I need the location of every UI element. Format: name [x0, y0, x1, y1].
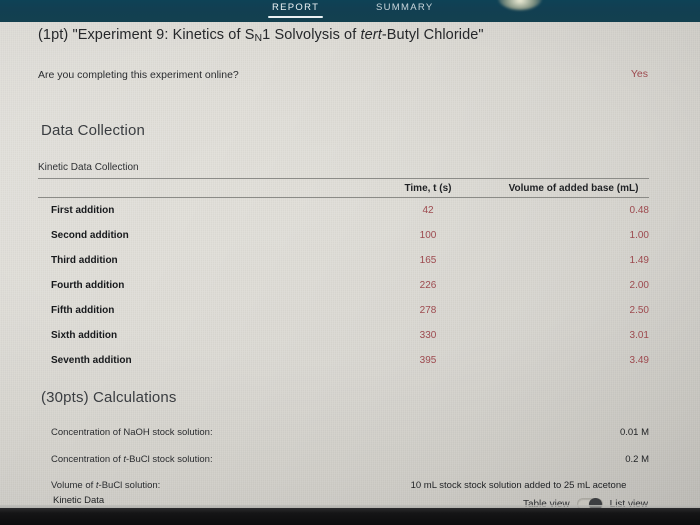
row-time-value: 100: [419, 230, 437, 241]
kinetic-data-collection-subheading: Kinetic Data Collection: [38, 162, 139, 173]
page-title-italic: tert: [360, 27, 382, 43]
calculation-label-pre: Volume of: [51, 480, 96, 491]
table-view-label[interactable]: Table view: [522, 498, 570, 510]
row-time-value: 278: [419, 305, 437, 316]
kinetic-data-table: Time, t (s) Volume of added base (mL) Fi…: [38, 178, 649, 373]
row-time-value: 330: [419, 330, 437, 341]
screen-bottom-sheen: [0, 505, 700, 509]
calculation-row: Volume of t-BuCl solution: 10 mL stock s…: [38, 480, 649, 494]
bottom-bar-label[interactable]: Kinetic Data: [53, 495, 105, 506]
calculation-row: Concentration of t-BuCl stock solution: …: [38, 454, 649, 468]
page-title-prefix: (1pt) "Experiment 9: Kinetics of S: [38, 27, 255, 43]
page-title-suffix: -Butyl Chloride": [381, 27, 484, 43]
calculation-label: Concentration of NaOH stock solution:: [51, 427, 213, 438]
row-label: Seventh addition: [51, 355, 132, 366]
row-time-value: 395: [419, 355, 437, 366]
tab-report-label: REPORT: [272, 2, 320, 13]
calculation-label-pre: Concentration of: [51, 454, 124, 465]
online-question-answer: Yes: [630, 68, 648, 80]
table-row: Seventh addition 395 3.49: [38, 348, 649, 373]
row-time-value: 42: [422, 205, 434, 216]
table-row: Third addition 165 1.49: [38, 248, 649, 273]
calculation-label: Concentration of t-BuCl stock solution:: [51, 454, 213, 465]
row-label: Second addition: [51, 230, 129, 241]
screen-glare: [498, 0, 542, 10]
tab-list: REPORT SUMMARY: [0, 0, 700, 22]
online-question-label: Are you completing this experiment onlin…: [38, 69, 239, 81]
tab-summary[interactable]: SUMMARY: [372, 2, 438, 18]
device-bezel: [0, 508, 700, 525]
data-collection-heading: Data Collection: [41, 122, 145, 139]
table-header-row: Time, t (s) Volume of added base (mL): [38, 178, 649, 198]
row-label: Third addition: [51, 255, 118, 266]
row-volume-value: 1.49: [629, 255, 649, 266]
app-tab-bar: REPORT SUMMARY: [0, 0, 700, 22]
row-label: Fifth addition: [51, 305, 115, 316]
row-label: Fourth addition: [51, 280, 125, 291]
table-header-volume: Volume of added base (mL): [508, 183, 639, 194]
table-row: Fifth addition 278 2.50: [38, 298, 649, 323]
table-header-time: Time, t (s): [404, 183, 452, 194]
report-page: (1pt) "Experiment 9: Kinetics of SN1 Sol…: [0, 22, 700, 510]
table-row: Second addition 100 1.00: [38, 223, 649, 248]
tab-summary-label: SUMMARY: [376, 2, 434, 13]
tab-report[interactable]: REPORT: [268, 2, 324, 18]
calculation-label-post: -BuCl stock solution:: [126, 454, 213, 465]
page-title-subscript: N: [254, 32, 263, 44]
row-volume-value: 2.00: [629, 280, 649, 291]
page-title: (1pt) "Experiment 9: Kinetics of SN1 Sol…: [38, 27, 484, 44]
row-time-value: 165: [419, 255, 437, 266]
table-row: Fourth addition 226 2.00: [38, 273, 649, 298]
row-label: Sixth addition: [51, 330, 118, 341]
calculations-heading: (30pts) Calculations: [41, 389, 177, 406]
row-volume-value: 1.00: [629, 230, 649, 241]
calculation-label-pre: Concentration of NaOH stock solution:: [51, 427, 213, 438]
calculation-value: 0.01 M: [619, 427, 649, 438]
calculation-label-italic: t: [123, 454, 126, 465]
row-volume-value: 3.49: [629, 355, 649, 366]
calculation-value: 10 mL stock stock solution added to 25 m…: [410, 480, 627, 491]
row-volume-value: 0.48: [629, 205, 649, 216]
table-row: First addition 42 0.48: [38, 198, 649, 223]
page-title-mid: 1 Solvolysis of: [262, 27, 361, 43]
row-volume-value: 3.01: [629, 330, 649, 341]
table-row: Sixth addition 330 3.01: [38, 323, 649, 348]
calculation-row: Concentration of NaOH stock solution: 0.…: [38, 427, 649, 441]
calculation-label-post: -BuCl solution:: [98, 480, 161, 491]
row-label: First addition: [51, 205, 115, 216]
row-volume-value: 2.50: [629, 305, 649, 316]
calculation-label: Volume of t-BuCl solution:: [51, 480, 160, 491]
row-time-value: 226: [419, 280, 437, 291]
calculation-label-italic: t: [95, 480, 99, 491]
list-view-label[interactable]: List view: [609, 498, 648, 510]
calculation-value: 0.2 M: [625, 454, 649, 465]
